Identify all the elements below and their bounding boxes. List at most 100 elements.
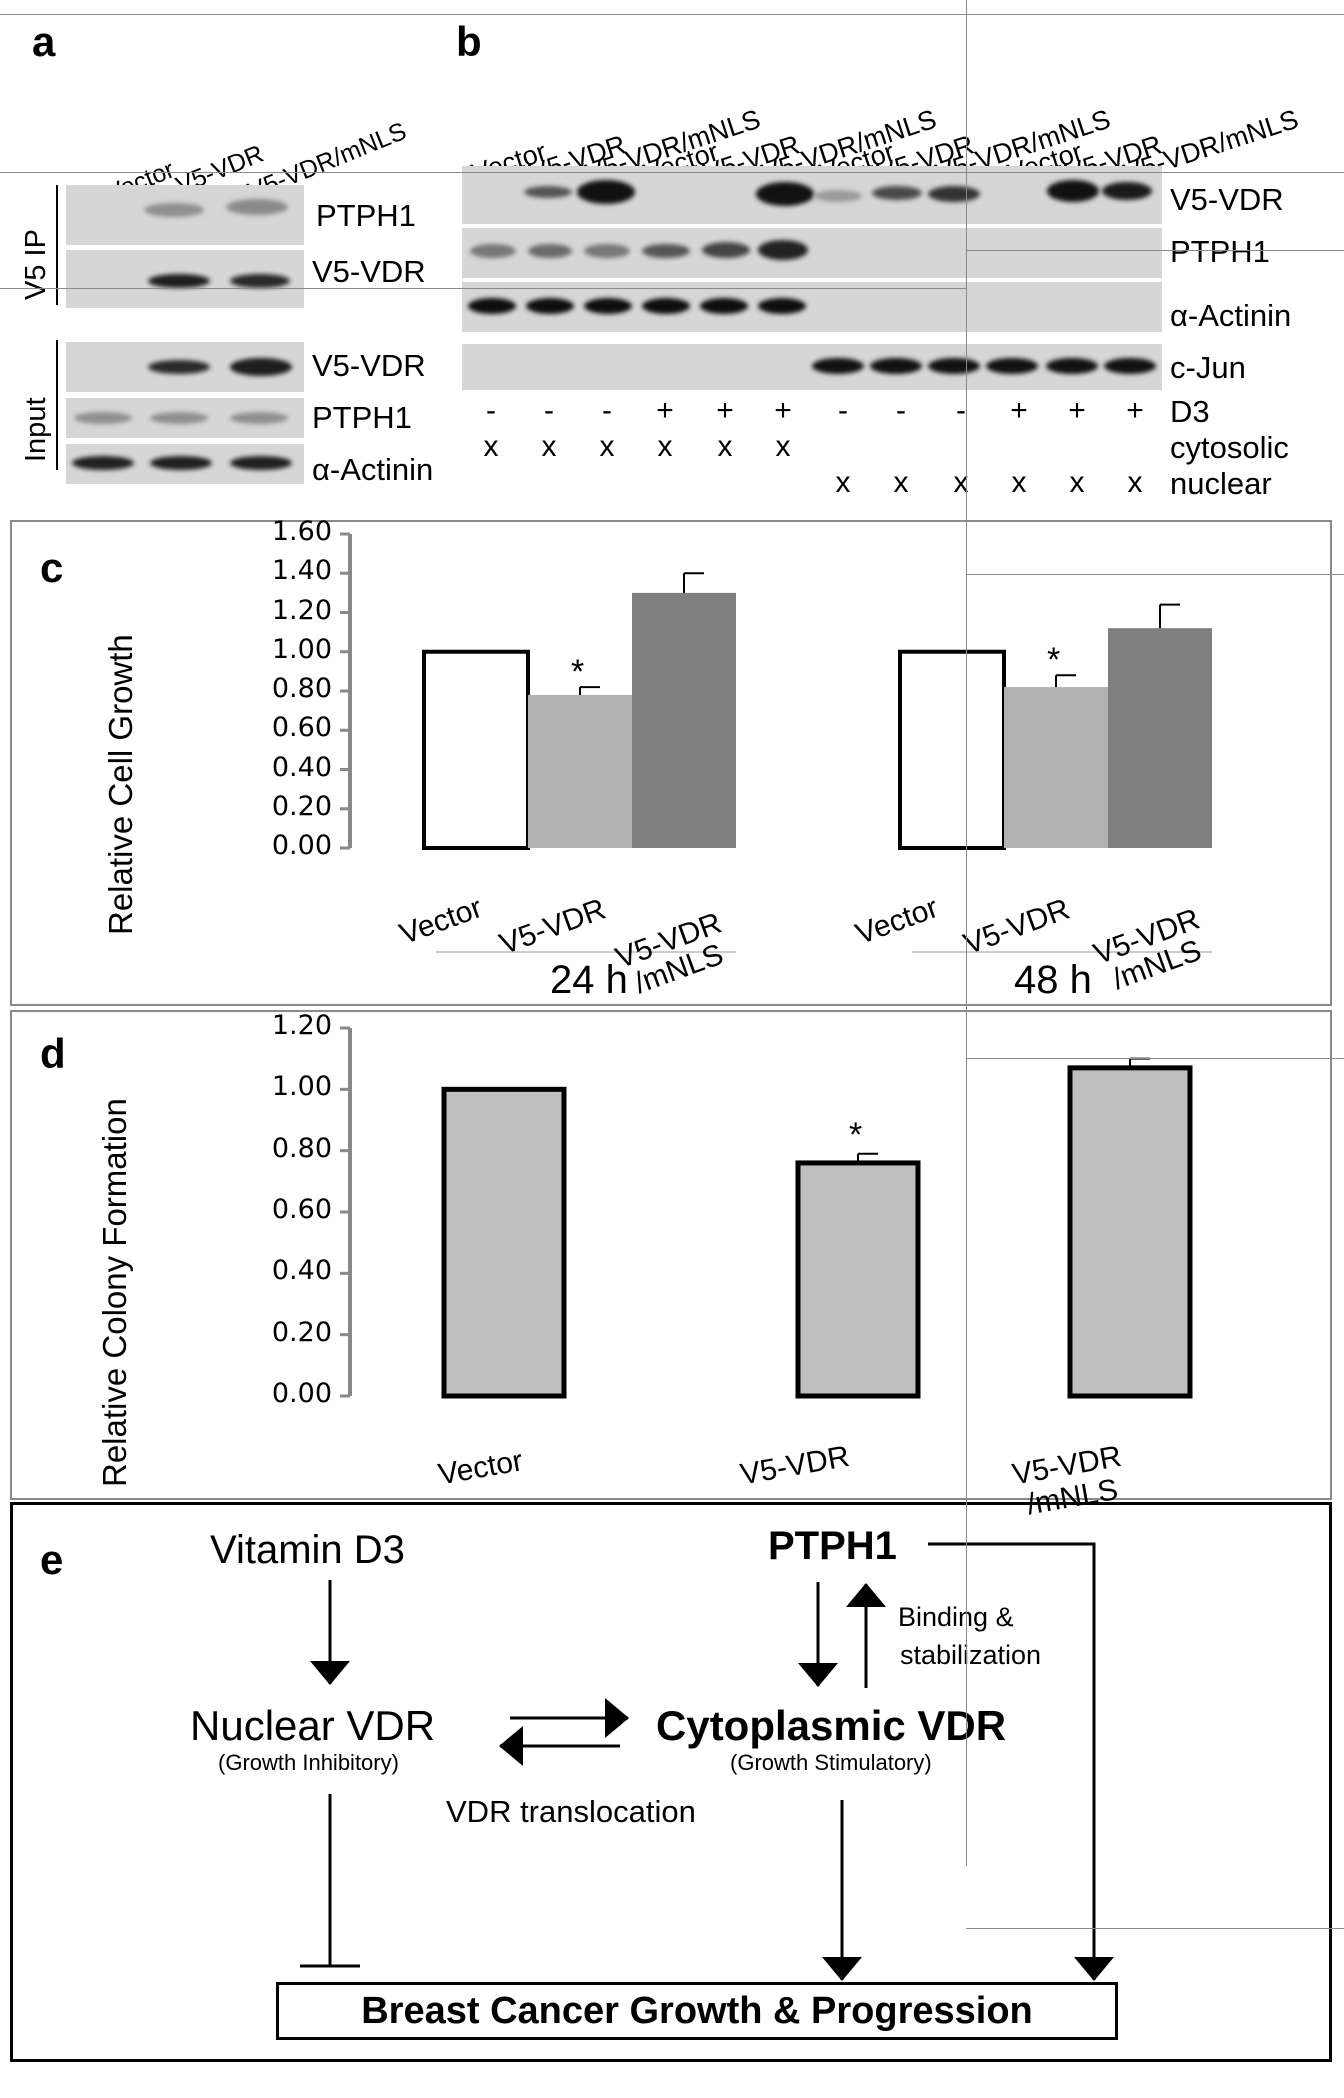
panel-c-significance-star: * [1047,641,1061,680]
panel-c-chart [340,532,1212,953]
cond-d3-cell: + [774,394,792,427]
diag-outcome-text: Breast Cancer Growth & Progression [361,1990,1033,2032]
panel-e-diagram [300,1542,1114,1981]
cond-d3-cell: - [956,394,966,427]
guide-line [0,14,1344,15]
panel-e-letter: e [40,1536,64,1583]
guide-line [0,288,966,289]
cond-d3-cell: + [656,394,674,427]
panel-c-significance-star: * [571,653,585,692]
cond-d3-cell: + [1010,394,1028,427]
guide-line [966,574,1344,575]
guide-line [0,172,1344,173]
blot-b-label-v5vdr: V5-VDR [1170,182,1284,217]
cond-d3-cell: - [838,394,848,427]
guide-line [966,1058,1344,1059]
cond-d3-cell: - [602,394,612,427]
panel-d-bar [795,1160,921,1399]
diag-translocation: VDR translocation [446,1794,696,1829]
panel-c-bar [898,649,1006,850]
cond-nuclear-cell: x [953,466,969,499]
cond-d3-cell: - [896,394,906,427]
panel-c-bar [1108,628,1212,848]
panel-c-letter: c [40,544,64,591]
cond-label-d3: D3 [1170,394,1210,429]
cond-cytosolic-cell: x [717,430,733,463]
panel-c-bar [528,694,632,848]
panel-d-tick-label: 0.40 [271,1255,332,1287]
panel-e-box [10,1502,1332,2062]
cond-nuclear-cell: x [835,466,851,499]
panel-c-bar [1004,687,1108,848]
cond-cytosolic-cell: x [483,430,499,463]
blot-a-label-v5vdr-ip: V5-VDR [312,254,426,289]
panel-d-bar [1067,1065,1193,1399]
blot-b-label-ptph1: PTPH1 [1170,234,1270,269]
panel-d-tick-label: 0.80 [271,1132,332,1164]
blot-b-ptph1 [462,228,1162,278]
blot-a-input-v5vdr [66,342,304,392]
guide-line [966,0,967,1866]
blot-a-ip-ptph1 [66,185,304,245]
panel-d-bar [441,1086,567,1399]
cond-nuclear-cell: x [1011,466,1027,499]
diag-cytoplasmic-vdr: Cytoplasmic VDR [656,1702,1007,1749]
cond-nuclear-cell: x [893,466,909,499]
panel-c-group-24h: 24 h [550,958,628,1002]
panel-c-group-48h: 48 h [1014,958,1092,1002]
panel-c-bar [632,592,736,848]
blot-a-label-actinin-input: α-Actinin [312,452,434,487]
blot-a-label-ptph1-ip: PTPH1 [316,198,416,233]
blot-a-label-ptph1-input: PTPH1 [312,400,412,435]
cond-nuclear-cell: x [1069,466,1085,499]
blot-a-input-ptph1 [66,398,304,438]
panel-d-tick-label: 0.20 [271,1316,332,1348]
panel-d-letter: d [40,1030,66,1077]
panel-c-tick-label: 1.60 [271,516,332,547]
diag-nuclear-vdr: Nuclear VDR [190,1702,436,1749]
panel-c-tick-label: 1.20 [271,594,332,626]
cond-label-nuclear: nuclear [1170,466,1272,501]
diag-ptph1: PTPH1 [768,1524,897,1568]
panel-d-tick-label: 0.00 [271,1378,332,1409]
panel-a-letter: a [32,18,56,65]
diag-outcome-box: Breast Cancer Growth & Progression [276,1982,1118,2040]
diag-cyto-note: (Growth Stimulatory) [730,1750,932,1775]
panel-d-significance-star: * [849,1115,863,1154]
blot-b-v5vdr [462,166,1162,224]
cond-d3-cell: - [544,394,554,427]
blot-b-label-cjun: c-Jun [1170,350,1246,385]
panel-b-letter: b [456,18,482,65]
panel-c-tick-label: 0.20 [271,790,332,822]
cond-d3-cell: + [1126,394,1144,427]
cond-d3-cell: - [486,394,496,427]
input-bracket [56,340,58,470]
guide-line [966,1928,1344,1929]
cond-cytosolic-cell: x [541,430,557,463]
panel-d-chart [340,1026,1193,1399]
blot-b-actinin [462,282,1162,332]
cond-d3-cell: + [716,394,734,427]
diag-binding: Binding & [898,1602,1014,1632]
blot-a-ip-v5vdr [66,250,304,308]
panel-c-tick-label: 0.80 [271,673,332,704]
cond-cytosolic-cell: x [599,430,615,463]
panel-c-tick-label: 0.00 [271,830,332,861]
diag-stabilization: stabilization [900,1640,1042,1670]
cond-d3-cell: + [1068,394,1086,427]
blot-a-label-v5vdr-input: V5-VDR [312,348,426,383]
cond-nuclear-cell: x [1127,466,1143,499]
panel-d-tick-label: 1.00 [271,1071,332,1103]
panel-c-tick-label: 1.00 [271,633,332,665]
panel-d-box [10,1010,1332,1500]
panel-c-tick-label: 0.40 [271,751,332,783]
cond-cytosolic-cell: x [775,430,791,463]
cond-cytosolic-cell: x [657,430,673,463]
panel-d-tick-label: 0.60 [271,1194,332,1225]
panel-c-tick-label: 1.40 [271,555,332,587]
diag-vitamin-d3: Vitamin D3 [210,1528,405,1572]
blot-a-input-actinin [66,444,304,484]
blot-b-cjun [462,344,1162,390]
panel-c-tick-label: 0.60 [271,712,332,744]
